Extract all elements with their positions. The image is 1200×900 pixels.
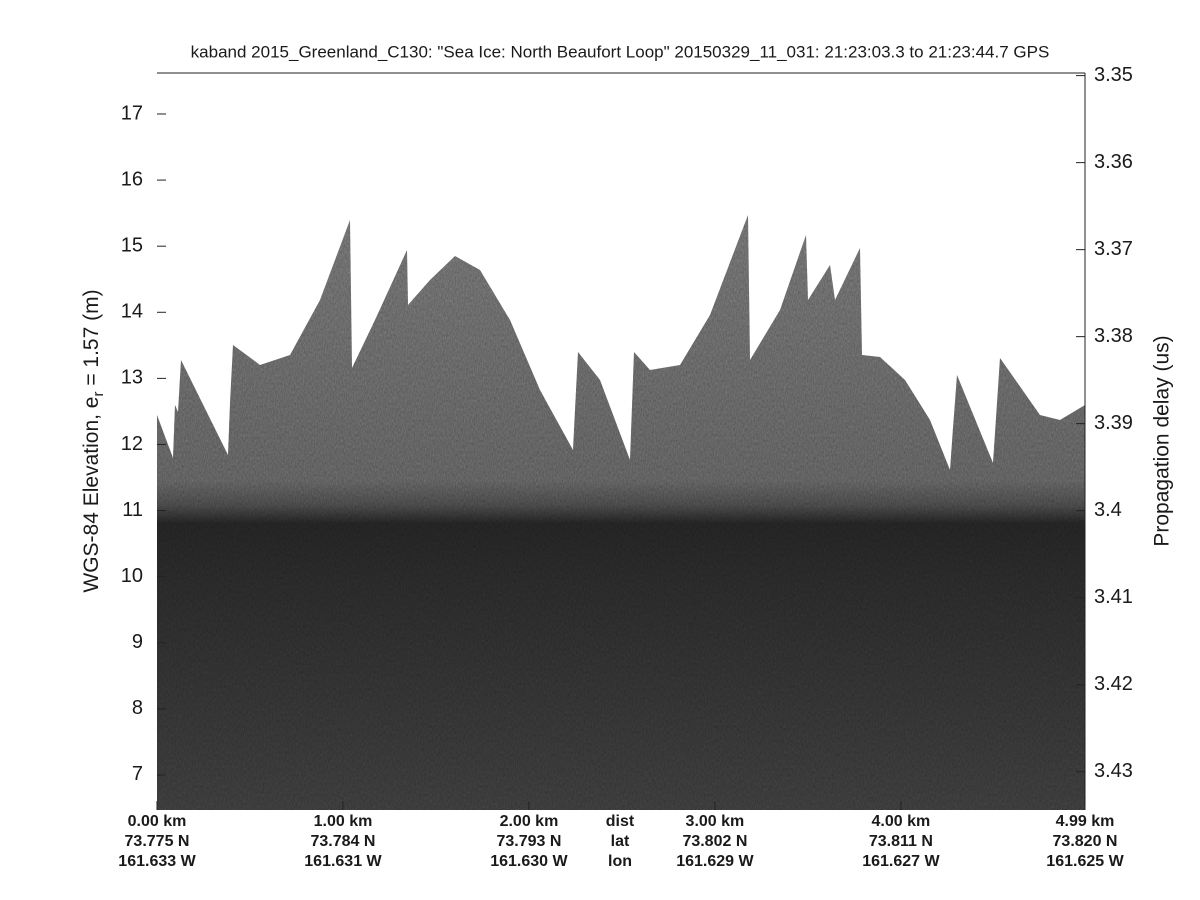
lat-label: 73.820 N <box>1053 833 1118 850</box>
y2-tick-label: 3.38 <box>1094 325 1133 347</box>
y2-tick-label: 3.39 <box>1094 412 1133 434</box>
y2-axis-label: Propagation delay (us) <box>1151 335 1174 546</box>
y-tick-label: 7 <box>132 763 143 785</box>
row-name: lat <box>611 833 630 850</box>
y-tick-label: 17 <box>121 102 143 124</box>
x-tick-label: 4.00 km <box>872 813 931 830</box>
x-tick-label: 4.99 km <box>1056 813 1115 830</box>
x-tick-label: 0.00 km <box>128 813 187 830</box>
y2-tick-label: 3.35 <box>1094 64 1133 86</box>
y2-tick-label: 3.36 <box>1094 151 1133 173</box>
lat-label: 73.802 N <box>682 833 747 850</box>
y-label-part: = 1.57 (m) <box>80 289 103 391</box>
y-tick-label: 11 <box>122 499 143 521</box>
lat-label: 73.793 N <box>496 833 561 850</box>
lon-label: 161.629 W <box>676 853 754 870</box>
lon-label: 161.625 W <box>1046 853 1124 870</box>
chart-title: kaband 2015_Greenland_C130: "Sea Ice: No… <box>191 42 1050 61</box>
y-tick-label: 16 <box>121 168 143 190</box>
lon-label: 161.630 W <box>490 853 568 870</box>
y-tick-label: 10 <box>121 565 143 587</box>
y-tick-label: 9 <box>132 631 143 653</box>
y-tick-label: 15 <box>121 234 143 256</box>
row-name: dist <box>606 813 635 830</box>
echogram-image <box>157 215 1085 810</box>
y2-tick-label: 3.4 <box>1094 499 1122 521</box>
x-tick-label: 1.00 km <box>314 813 373 830</box>
lat-label: 73.811 N <box>869 833 933 850</box>
x-tick-label: 3.00 km <box>686 813 745 830</box>
y2-tick-label: 3.42 <box>1094 673 1133 695</box>
y-tick-label: 12 <box>121 433 143 455</box>
lon-label: 161.631 W <box>304 853 382 870</box>
y-tick-label: 14 <box>121 301 143 323</box>
y2-tick-label: 3.37 <box>1094 238 1133 260</box>
y-label-part: WGS-84 Elevation, e <box>80 397 103 593</box>
lat-label: 73.775 N <box>125 833 190 850</box>
lon-label: 161.627 W <box>862 853 940 870</box>
y-label-sub: r <box>90 392 107 397</box>
row-name: lon <box>608 853 632 870</box>
y2-tick-label: 3.43 <box>1094 760 1133 782</box>
y-tick-label: 13 <box>121 367 143 389</box>
y-axis-label: WGS-84 Elevation, er = 1.57 (m) <box>80 289 107 592</box>
lon-label: 161.633 W <box>118 853 196 870</box>
y2-tick-label: 3.41 <box>1094 586 1133 608</box>
lat-label: 73.784 N <box>311 833 376 850</box>
x-tick-label: 2.00 km <box>500 813 559 830</box>
y-tick-label: 8 <box>132 697 143 719</box>
